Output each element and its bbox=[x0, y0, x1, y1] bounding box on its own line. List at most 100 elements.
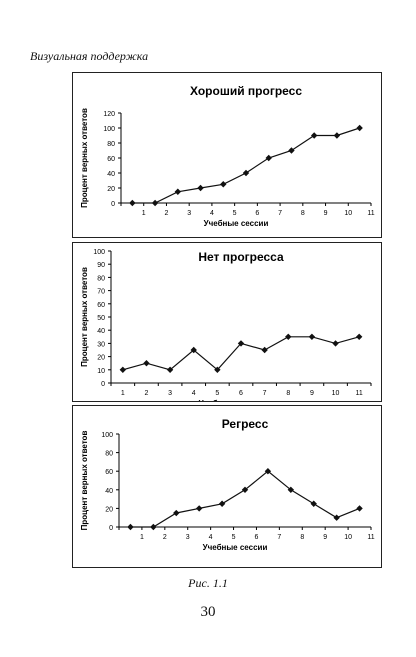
series-line bbox=[132, 127, 360, 204]
chart-regression: Регресс 0 20 40 60 80 100 1 2 3 4 5 6 7 8 9 10 11 Учебные … bbox=[72, 405, 382, 568]
chart-title: Регресс bbox=[222, 417, 269, 431]
x-tick-label: 3 bbox=[186, 534, 190, 541]
x-tick-label: 7 bbox=[263, 390, 267, 397]
data-point-marker bbox=[197, 184, 204, 192]
x-axis-label: Учебные сессии bbox=[204, 219, 269, 228]
x-tick-label: 9 bbox=[310, 390, 314, 397]
data-point-marker bbox=[356, 505, 363, 512]
x-tick-label: 8 bbox=[286, 390, 290, 397]
y-tick-label: 20 bbox=[97, 355, 105, 362]
y-tick-label: 50 bbox=[97, 315, 105, 322]
data-point-marker bbox=[173, 509, 180, 517]
data-point-marker bbox=[195, 505, 203, 512]
x-tick-label: 6 bbox=[239, 390, 243, 397]
y-tick-label: 70 bbox=[97, 289, 105, 296]
x-tick-label: 7 bbox=[278, 210, 282, 217]
y-axis-label: Процент верных ответов bbox=[80, 267, 89, 367]
data-point-marker bbox=[288, 147, 295, 154]
x-tick-label: 2 bbox=[145, 390, 149, 397]
x-tick-label: 11 bbox=[356, 390, 363, 397]
data-point-marker bbox=[151, 199, 159, 207]
data-point-marker bbox=[220, 181, 227, 188]
x-tick-label: 9 bbox=[324, 210, 328, 217]
y-tick-label: 60 bbox=[105, 469, 113, 476]
data-point-marker bbox=[143, 360, 150, 367]
data-point-marker bbox=[214, 366, 221, 373]
data-point-marker bbox=[310, 500, 317, 507]
data-point-marker bbox=[310, 132, 318, 139]
data-point-marker bbox=[218, 500, 226, 507]
x-tick-label: 7 bbox=[277, 534, 281, 541]
data-point-marker bbox=[150, 523, 157, 531]
x-tick-label: 3 bbox=[187, 210, 191, 217]
running-head: Визуальная поддержка bbox=[30, 49, 149, 63]
chart-no-progress: Нет прогресса 0 10 20 30 40 50 60 70 80 90 100 1 2 3 4 5… bbox=[72, 242, 382, 402]
x-tick-label: 4 bbox=[210, 210, 214, 217]
y-tick-label: 60 bbox=[97, 302, 105, 309]
x-tick-label: 10 bbox=[332, 390, 340, 397]
y-tick-label: 40 bbox=[105, 488, 113, 495]
x-tick-label: 11 bbox=[367, 210, 374, 217]
x-tick-label: 9 bbox=[323, 534, 327, 541]
y-tick-label: 120 bbox=[103, 111, 115, 118]
y-tick-label: 0 bbox=[111, 201, 115, 208]
data-point-marker bbox=[241, 486, 249, 493]
data-point-marker bbox=[174, 188, 182, 195]
x-tick-label: 6 bbox=[255, 534, 259, 541]
x-tick-label: 8 bbox=[300, 534, 304, 541]
data-point-marker bbox=[285, 333, 292, 340]
data-point-marker bbox=[356, 124, 363, 132]
x-axis-label: Учебные сессии bbox=[203, 543, 268, 552]
data-point-marker bbox=[333, 132, 341, 139]
x-tick-label: 3 bbox=[168, 390, 172, 397]
data-point-marker bbox=[129, 199, 136, 207]
y-tick-label: 80 bbox=[105, 451, 113, 458]
x-tick-label: 5 bbox=[232, 534, 236, 541]
data-point-marker bbox=[242, 169, 250, 177]
y-tick-label: 40 bbox=[97, 328, 105, 335]
data-point-marker bbox=[287, 486, 295, 493]
data-point-marker bbox=[265, 154, 272, 162]
x-tick-label: 1 bbox=[121, 390, 125, 397]
series-line bbox=[130, 470, 360, 528]
x-tick-label: 4 bbox=[209, 534, 213, 541]
y-axis-label: Процент верных ответов bbox=[80, 431, 89, 531]
y-tick-label: 40 bbox=[107, 171, 115, 178]
x-tick-label: 4 bbox=[192, 390, 196, 397]
data-point-marker bbox=[264, 468, 272, 475]
x-tick-label: 2 bbox=[163, 534, 167, 541]
x-tick-label: 1 bbox=[140, 534, 144, 541]
x-tick-label: 10 bbox=[344, 534, 352, 541]
data-point-marker bbox=[355, 333, 363, 340]
x-tick-label: 6 bbox=[255, 210, 259, 217]
y-tick-label: 80 bbox=[107, 141, 115, 148]
data-point-marker bbox=[261, 346, 268, 354]
data-point-marker bbox=[332, 340, 339, 347]
y-tick-label: 0 bbox=[101, 381, 105, 388]
y-tick-label: 80 bbox=[97, 275, 105, 282]
y-tick-label: 20 bbox=[107, 186, 115, 193]
x-tick-label: 5 bbox=[233, 210, 237, 217]
x-tick-label: 2 bbox=[165, 210, 169, 217]
page-number: 30 bbox=[200, 604, 216, 620]
x-tick-label: 5 bbox=[215, 390, 219, 397]
chart-title: Хороший прогресс bbox=[190, 84, 302, 98]
x-tick-label: 1 bbox=[142, 210, 146, 217]
y-tick-label: 20 bbox=[105, 506, 113, 513]
data-point-marker bbox=[308, 333, 316, 340]
y-tick-label: 10 bbox=[97, 368, 105, 375]
y-axis-label: Процент верных ответов bbox=[80, 108, 89, 208]
y-tick-label: 0 bbox=[109, 525, 113, 532]
chart-regression-svg: Регресс 0 20 40 60 80 100 1 2 3 4 5 6 7 8 9 10 11 Учебные … bbox=[80, 417, 375, 552]
x-tick-label: 8 bbox=[301, 210, 305, 217]
y-tick-label: 30 bbox=[97, 341, 105, 348]
y-tick-label: 100 bbox=[101, 432, 113, 439]
x-tick-label: 10 bbox=[344, 210, 352, 217]
y-tick-label: 100 bbox=[103, 126, 115, 133]
chart-good-progress-svg: Хороший прогресс 0 20 40 60 80 100 120 1 2 3 4 5 6 7 8 9… bbox=[80, 84, 375, 228]
y-tick-label: 90 bbox=[97, 262, 105, 269]
data-point-marker bbox=[119, 366, 127, 373]
data-point-marker bbox=[127, 523, 134, 531]
data-point-marker bbox=[190, 346, 197, 354]
figure-caption: Рис. 1.1 bbox=[188, 576, 228, 590]
